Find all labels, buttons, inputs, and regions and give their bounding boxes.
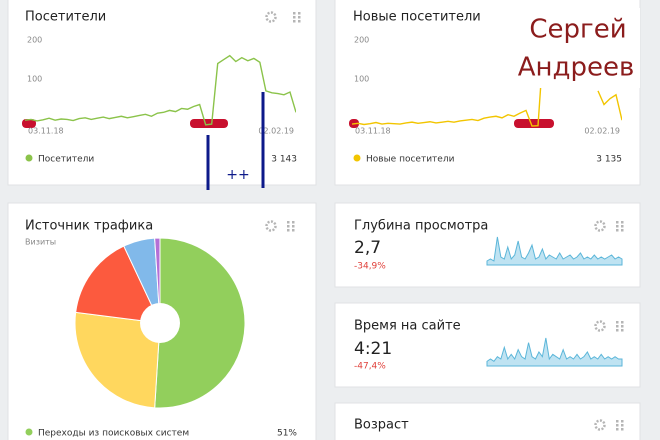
settings-icon[interactable] <box>594 320 606 332</box>
metric-change: -47,4% <box>354 362 386 372</box>
legend-dot <box>25 154 33 162</box>
drag-handle[interactable] <box>616 420 624 431</box>
widget-title: Глубина просмотра <box>354 219 488 234</box>
y-tick-label: 200 <box>27 35 42 44</box>
x-tick-label: 02.02.19 <box>584 127 620 136</box>
widget-title: Новые посетители <box>353 10 481 25</box>
legend-label: Новые посетители <box>366 155 455 165</box>
x-tick-label: 02.02.19 <box>258 127 294 136</box>
legend-total: 3 135 <box>596 155 622 165</box>
legend-label: Посетители <box>38 155 94 165</box>
drag-handle[interactable] <box>293 12 301 23</box>
time-card <box>334 302 641 388</box>
drag-handle[interactable] <box>287 221 295 232</box>
line <box>597 90 622 121</box>
legend-total: 3 143 <box>271 155 297 165</box>
pie-slice <box>74 311 161 409</box>
pie-slice <box>75 245 161 324</box>
legend-dot <box>25 428 33 436</box>
metric-value: 4:21 <box>354 339 392 359</box>
sparkline <box>486 236 623 266</box>
line <box>25 54 296 126</box>
watermark: Сергей <box>529 15 626 45</box>
line <box>352 38 545 127</box>
annotation: ++ <box>206 92 265 190</box>
depth-card <box>334 202 641 288</box>
metric-value: 2,7 <box>354 238 381 258</box>
widget-title: Источник трафика <box>25 219 153 234</box>
settings-icon[interactable] <box>265 220 277 232</box>
legend-value: 51% <box>277 429 297 439</box>
watermark: Андреев <box>518 53 635 83</box>
age-card <box>334 402 641 440</box>
sparkline <box>486 337 623 367</box>
visitors-card <box>7 0 317 186</box>
settings-icon[interactable] <box>265 11 277 23</box>
annotation-text: ++ <box>226 167 249 183</box>
widget-subtitle: Визиты <box>25 238 56 247</box>
event-markers <box>22 119 554 128</box>
widget-title: Посетители <box>25 10 106 25</box>
pie-slice <box>154 237 161 324</box>
x-tick-label: 03.11.18 <box>28 127 64 136</box>
widget-title: Возраст <box>354 418 409 433</box>
y-tick-label: 100 <box>27 74 42 83</box>
settings-icon[interactable] <box>594 419 606 431</box>
drag-handle[interactable] <box>616 321 624 332</box>
metric-change: -34,9% <box>354 262 386 272</box>
widget-title: Время на сайте <box>354 319 461 334</box>
legend-label: Переходы из поисковых систем <box>38 429 189 439</box>
legend-dot <box>353 154 361 162</box>
drag-handle[interactable] <box>616 221 624 232</box>
y-tick-label: 100 <box>354 74 369 83</box>
pie-slice <box>154 237 246 409</box>
settings-icon[interactable] <box>594 220 606 232</box>
watermark-bg <box>512 8 640 88</box>
x-tick-label: 03.11.18 <box>355 127 391 136</box>
y-tick-label: 200 <box>354 35 369 44</box>
pie-hole <box>140 303 180 343</box>
